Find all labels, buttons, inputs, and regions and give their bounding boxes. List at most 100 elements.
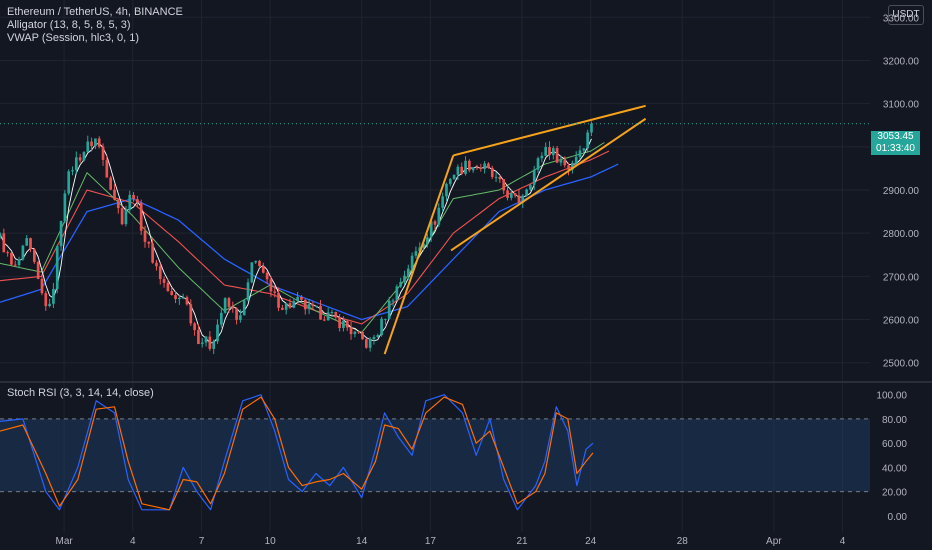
- candle-body: [326, 312, 330, 321]
- candle-body: [548, 147, 551, 156]
- candle-body: [36, 261, 40, 279]
- stoch-tick-label: 80.00: [882, 415, 907, 426]
- candle-body: [330, 312, 334, 314]
- candle-body: [483, 163, 486, 169]
- candle-body: [29, 238, 32, 250]
- time-tick-label: Apr: [766, 536, 782, 547]
- alligator-legend[interactable]: Alligator (13, 8, 5, 8, 5, 3): [7, 19, 131, 31]
- candle-body: [445, 183, 448, 197]
- alligator-jaw-line: [0, 163, 619, 321]
- last-price-value: 3053.45: [877, 131, 914, 142]
- candle-body: [349, 327, 353, 335]
- candle-body: [162, 279, 166, 283]
- candle-body: [422, 243, 425, 248]
- rising-wedge-pattern[interactable]: [383, 104, 647, 355]
- candle-body: [544, 147, 548, 156]
- candle-body: [223, 298, 227, 313]
- vwap-legend[interactable]: VWAP (Session, hlc3, 0, 1): [7, 32, 140, 44]
- candle-body: [52, 288, 55, 304]
- time-axis[interactable]: Mar 4 7 10 14 17 21 24 28 Apr 4: [55, 536, 845, 547]
- candle-body: [311, 304, 315, 307]
- vwap-line: [0, 138, 592, 344]
- candle-body: [384, 318, 387, 320]
- candle-body: [567, 165, 570, 170]
- stoch-rsi-legend[interactable]: Stoch RSI (3, 3, 14, 14, close): [7, 387, 154, 399]
- price-tick-label: 2900.00: [883, 186, 920, 197]
- candle-body: [479, 167, 483, 169]
- time-tick-label: 4: [840, 536, 846, 547]
- candle-body: [319, 305, 322, 320]
- candle-body: [307, 304, 311, 310]
- candle-body: [426, 237, 429, 244]
- candle-body: [33, 249, 36, 262]
- candle-body: [59, 221, 63, 247]
- time-tick-label: 28: [677, 536, 689, 547]
- candle-body: [494, 176, 498, 178]
- candle-body: [94, 138, 97, 147]
- symbol-legend[interactable]: Ethereum / TetherUS, 4h, BINANCE: [7, 6, 183, 18]
- candle-body: [143, 230, 147, 242]
- time-tick-label: 17: [425, 536, 437, 547]
- candle-body: [563, 160, 567, 166]
- candle-body: [227, 298, 231, 307]
- price-axis[interactable]: 2500.002600.002700.002800.002900.003000.…: [876, 13, 919, 523]
- time-tick-label: 14: [356, 536, 368, 547]
- candle-body: [208, 336, 212, 349]
- time-tick-label: 24: [585, 536, 597, 547]
- candle-body: [403, 275, 406, 282]
- candle-body: [590, 123, 593, 133]
- candle-body: [391, 300, 395, 302]
- price-tick-label: 2600.00: [883, 316, 920, 327]
- candle-body: [219, 312, 223, 325]
- stoch-series-k: [0, 394, 594, 511]
- candle-body: [357, 331, 361, 333]
- price-tick-label: 2500.00: [883, 359, 920, 370]
- candle-body: [372, 336, 376, 340]
- candle-body: [509, 193, 513, 198]
- candle-body: [181, 297, 185, 299]
- candle-body: [536, 158, 540, 170]
- last-price-tag: 3053.45 01:33:40: [871, 131, 920, 155]
- stoch-rsi-pane: [0, 394, 870, 511]
- candle-body: [235, 308, 238, 320]
- candle-body: [40, 278, 44, 294]
- candle-body: [178, 297, 181, 300]
- candle-body: [17, 259, 21, 266]
- stoch-tick-label: 40.00: [882, 463, 907, 474]
- candle-body: [433, 221, 437, 225]
- candle-body: [525, 189, 528, 196]
- candle-body: [506, 190, 509, 198]
- candle-body: [109, 177, 112, 190]
- stoch-series-d: [0, 396, 594, 511]
- price-tick-label: 3300.00: [883, 13, 920, 24]
- candle-body: [395, 286, 399, 301]
- candle-body: [10, 252, 13, 265]
- candle-body: [399, 281, 403, 287]
- candle-body: [242, 300, 246, 316]
- candle-body: [2, 233, 6, 253]
- candle-body: [136, 199, 139, 203]
- candle-body: [338, 317, 341, 329]
- candle-body: [151, 243, 154, 263]
- price-tick-label: 2700.00: [883, 272, 920, 283]
- candle-body: [513, 193, 517, 196]
- candle-body: [48, 303, 51, 307]
- candle-body: [44, 293, 48, 307]
- candle-body: [429, 221, 433, 238]
- candle-body: [323, 319, 326, 321]
- alligator-lips-line: [0, 142, 605, 333]
- candle-body: [303, 299, 307, 310]
- candle-body: [456, 166, 460, 175]
- candle-body: [185, 297, 189, 305]
- candle-body: [437, 207, 441, 225]
- candle-body: [269, 279, 273, 292]
- candle-body: [448, 178, 452, 184]
- candle-body: [132, 194, 135, 200]
- candle-body: [296, 297, 299, 302]
- candle-body: [74, 157, 78, 171]
- candle-body: [334, 312, 338, 318]
- jaw-path: [0, 163, 619, 321]
- candle-body: [216, 324, 219, 342]
- currency-button[interactable]: USDT: [888, 5, 924, 25]
